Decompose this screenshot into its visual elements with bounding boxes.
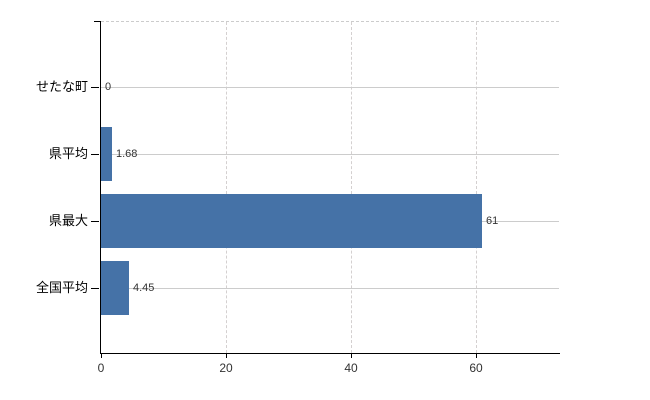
bar-value-label: 61 [486,215,499,227]
bar-value-label: 4.45 [133,282,155,294]
v-gridline [351,22,352,353]
y-axis-tick [91,221,99,222]
x-axis-tick [226,354,227,358]
y-axis-tick [91,154,99,155]
x-axis-tick [351,354,352,358]
y-axis-tick [91,87,99,88]
x-axis-line [100,353,560,354]
plot-top-border [101,21,559,22]
category-label: せたな町 [35,79,88,94]
x-tick-label: 20 [219,361,233,375]
v-gridline [476,22,477,353]
y-axis-line [100,21,101,354]
category-label: 県最大 [48,213,88,228]
y-axis-tick [91,288,99,289]
x-tick-label: 40 [344,361,358,375]
category-label: 全国平均 [35,280,88,295]
h-gridline [101,288,559,289]
h-gridline [101,154,559,155]
h-gridline [101,87,559,88]
x-tick-label: 0 [97,361,105,375]
bar-value-label: 1.68 [116,148,138,160]
x-tick-label: 60 [469,361,483,375]
category-label: 県平均 [48,146,88,161]
bar [101,127,112,181]
bar [101,194,482,248]
v-gridline [226,22,227,353]
bar-value-label: 0 [105,81,112,93]
y-axis-top-tick [94,21,101,22]
x-axis-tick [476,354,477,358]
bar [101,261,129,315]
x-axis-tick [101,354,102,358]
